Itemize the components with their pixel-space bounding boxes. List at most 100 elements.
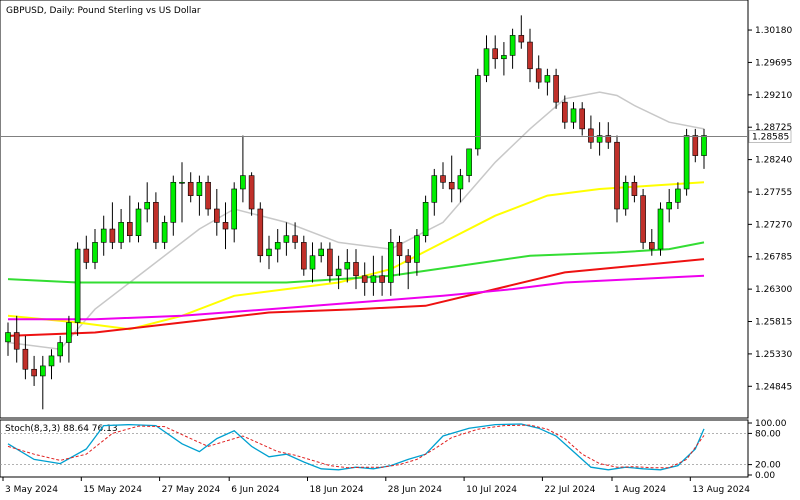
candle [544, 68, 551, 96]
candle-body [622, 181, 629, 210]
candle [327, 242, 333, 283]
candle-body [353, 262, 359, 277]
stochastic-lines [0, 423, 748, 471]
candle-body [344, 262, 351, 270]
candle-body [501, 55, 507, 60]
candle-body [231, 188, 237, 230]
candle-body [414, 235, 420, 263]
price-tick-label: 1.25330 [755, 350, 792, 360]
time-tick-label: 10 Jul 2024 [466, 485, 517, 495]
candle [118, 209, 124, 250]
candle-body [83, 248, 90, 263]
candle-body [675, 188, 681, 203]
candle [361, 262, 368, 296]
price-tick-label: 1.26300 [755, 285, 792, 295]
candle-body [335, 268, 342, 277]
candle-body [153, 202, 159, 243]
stochastic-tick-label: 100.00 [755, 419, 787, 429]
candle [631, 175, 638, 203]
current-price-label: 1.28585 [748, 130, 792, 143]
candle [179, 162, 185, 223]
price-tick-label: 1.30180 [755, 26, 792, 36]
price-tick-label: 1.26785 [755, 253, 792, 263]
candle-body [466, 148, 472, 176]
candle [161, 215, 168, 250]
candle [135, 202, 142, 243]
candle-body [22, 348, 29, 370]
candle [292, 222, 298, 250]
candle-body [614, 141, 620, 210]
candle [596, 122, 603, 156]
candle-body [483, 48, 490, 76]
candle [153, 192, 159, 250]
candle-body [596, 135, 603, 143]
candle [518, 15, 525, 49]
candle-body [631, 181, 638, 196]
candle [483, 35, 490, 83]
candle-body [327, 248, 333, 277]
candle [240, 135, 246, 203]
time-tick-label: 18 Jun 2024 [310, 485, 364, 495]
candle [318, 242, 325, 263]
candle-body [396, 242, 403, 257]
stochastic-signal-line [7, 424, 705, 469]
candle-body [422, 202, 429, 237]
candle [440, 162, 446, 189]
candle-body [431, 175, 438, 203]
moving-average-line [7, 241, 705, 284]
time-tick-label: 28 Jun 2024 [388, 485, 442, 495]
candle-body [31, 368, 37, 377]
candle-body [214, 208, 220, 223]
candle [222, 202, 229, 250]
candle [570, 102, 577, 129]
stochastic-tick-label: 80.00 [755, 429, 781, 439]
candle [457, 168, 464, 203]
candle [196, 175, 203, 216]
candle [605, 122, 612, 149]
moving-average-line [8, 274, 705, 321]
candle-body [74, 248, 81, 323]
candle [144, 182, 150, 223]
candle-body [379, 275, 385, 283]
time-axis: 3 May 2024 15 May 2024 27 May 2024 6 Jun 20… [2, 477, 750, 495]
candle-body [579, 108, 586, 130]
price-axis: 1.30180 1.29695 1.29210 1.28725 1.28240 1.277… [748, 26, 792, 392]
candle [74, 242, 81, 336]
candle [579, 102, 586, 136]
candle-body [509, 35, 516, 56]
candle-body [570, 108, 577, 123]
candle [509, 28, 516, 69]
candle-body [692, 135, 699, 156]
candle-body [39, 365, 46, 377]
candle-body [605, 135, 612, 143]
candle [344, 249, 351, 283]
candle [614, 135, 620, 223]
candle [170, 175, 177, 236]
candle-body [292, 235, 298, 243]
candle-body [92, 242, 98, 263]
candle [448, 155, 455, 203]
candle-body [100, 228, 107, 243]
candle-body [135, 208, 142, 237]
candle [657, 202, 664, 256]
chart-title: GBPUSD, Daily: Pound Sterling vs US Doll… [6, 6, 201, 16]
candle-body [5, 332, 11, 343]
price-tick-label: 1.29695 [755, 58, 792, 68]
candle [474, 68, 481, 156]
candle-body [561, 101, 568, 123]
stochastic-tick-label: 20.00 [755, 461, 781, 471]
candle-body [318, 248, 325, 257]
candle-body [405, 255, 412, 263]
candle-body [118, 222, 124, 243]
candle [187, 172, 194, 203]
candle-body [127, 222, 133, 237]
candle [31, 355, 37, 386]
candle [692, 128, 699, 163]
price-tick-label: 1.28240 [755, 156, 792, 166]
candle [379, 255, 385, 296]
candle-body [640, 195, 646, 243]
candle [248, 172, 255, 216]
candle [274, 229, 281, 263]
candle [83, 235, 90, 270]
